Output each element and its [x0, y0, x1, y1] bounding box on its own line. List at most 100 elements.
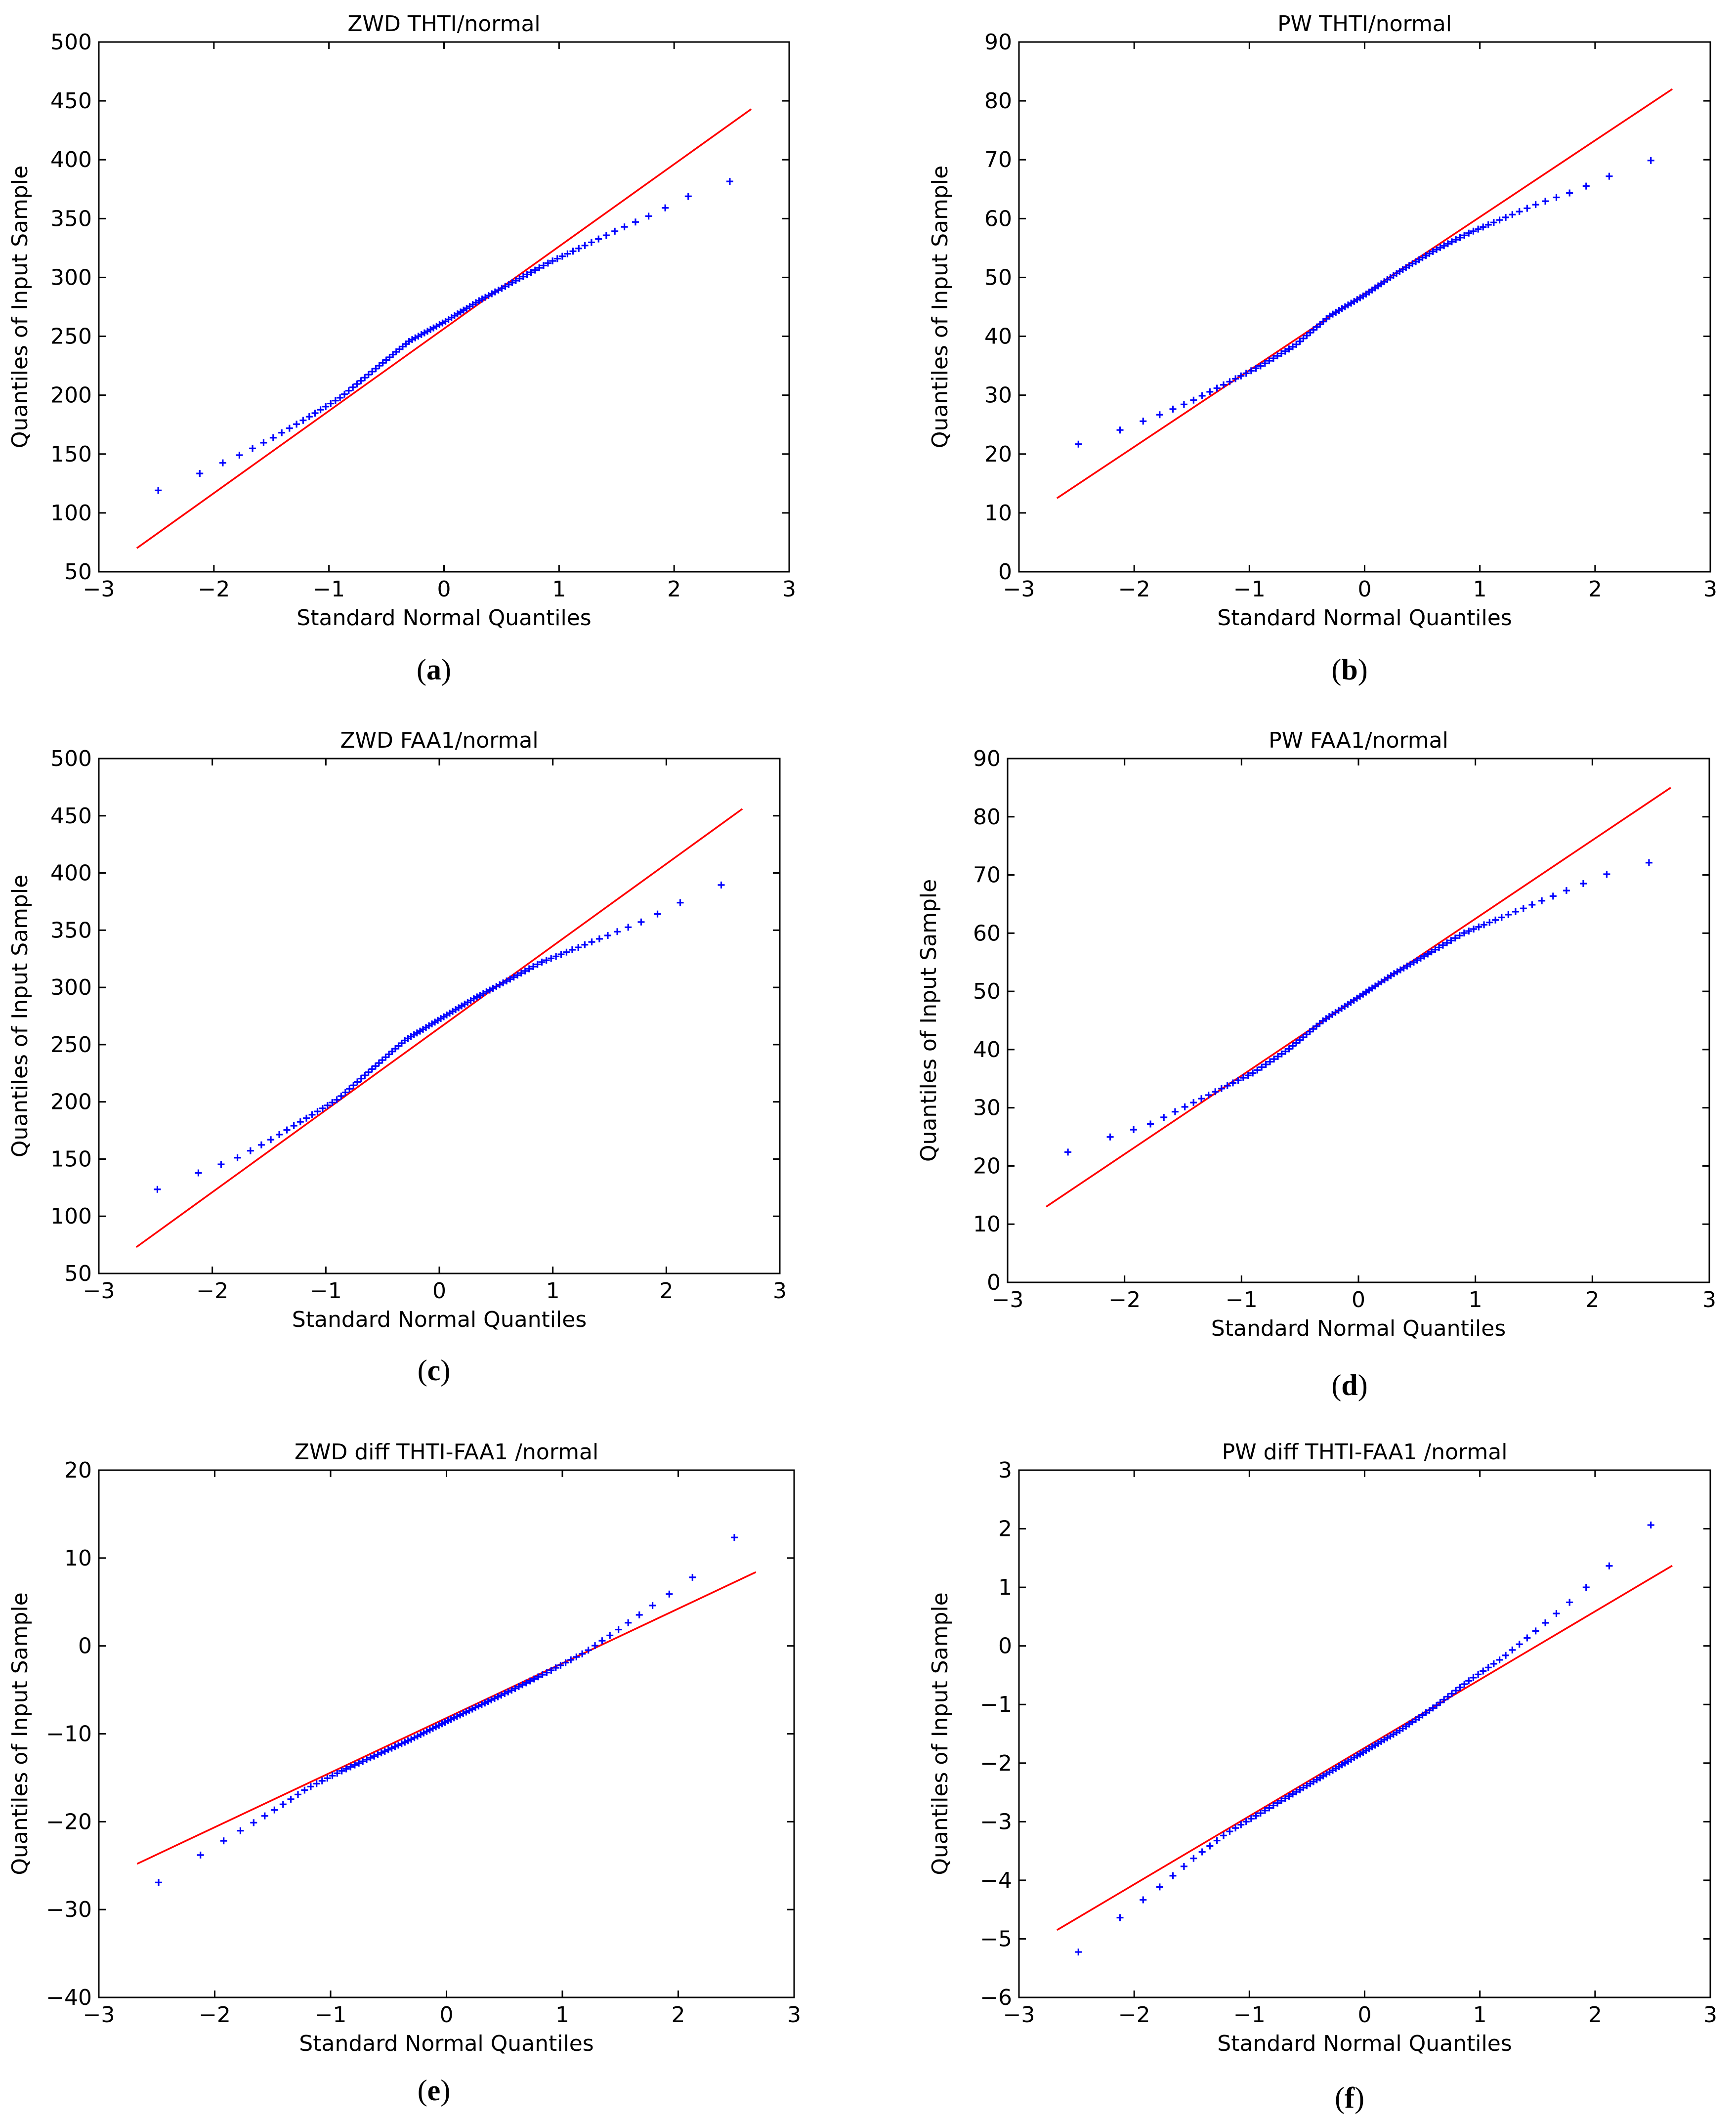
data-point	[354, 1078, 361, 1086]
data-point	[1553, 194, 1560, 201]
data-point	[1293, 1788, 1300, 1796]
data-point	[1169, 1872, 1177, 1879]
x-tick-label: 1	[1473, 577, 1487, 602]
data-point	[269, 434, 277, 441]
data-point	[1171, 1108, 1179, 1115]
data-point	[1448, 238, 1455, 246]
x-tick-label: 0	[1358, 2002, 1372, 2028]
x-tick-label: −3	[1003, 577, 1035, 602]
data-point	[376, 362, 383, 370]
y-tick-label: 20	[984, 442, 1012, 467]
data-point	[1480, 223, 1487, 231]
data-point	[1496, 1656, 1503, 1663]
data-point	[247, 1147, 254, 1154]
data-point	[1274, 1053, 1281, 1060]
plot-frame	[1018, 41, 1711, 573]
data-point	[526, 1677, 534, 1685]
data-point	[305, 413, 313, 421]
data-point	[314, 1108, 321, 1115]
data-point	[500, 979, 507, 986]
data-point	[294, 1791, 301, 1798]
data-point	[219, 459, 226, 466]
data-point	[1461, 1681, 1468, 1688]
data-point	[271, 1806, 278, 1814]
y-tick-label: 30	[973, 1096, 1001, 1121]
data-point	[197, 1851, 204, 1859]
data-point	[317, 406, 324, 414]
data-point	[1647, 157, 1654, 164]
qq-plot-e: ZWD diff THTI-FAA1 /normal−3 −2 −1 0 1 2 3−40−…	[7, 1440, 801, 2107]
data-point	[517, 970, 525, 977]
data-point	[1289, 1790, 1296, 1798]
x-axis-label: Standard Normal Quantiles	[296, 605, 591, 631]
caption-paren-open: (	[418, 2074, 427, 2107]
data-point	[154, 1186, 161, 1193]
data-point	[1486, 919, 1493, 926]
data-point	[350, 1082, 357, 1089]
data-point	[505, 1688, 512, 1695]
data-point	[615, 1626, 622, 1633]
data-point	[318, 1777, 326, 1784]
data-point	[535, 1673, 542, 1681]
data-point	[598, 1637, 606, 1645]
y-tick-label: 450	[50, 88, 92, 114]
y-tick-label: 30	[984, 383, 1012, 408]
plot-frame	[98, 758, 781, 1274]
data-point	[217, 1161, 225, 1168]
data-point	[510, 974, 517, 981]
data-point	[357, 377, 365, 384]
data-point	[237, 1827, 244, 1834]
data-point	[731, 1534, 738, 1541]
data-point	[1429, 248, 1437, 255]
x-tick-label: 0	[440, 2002, 454, 2028]
data-point	[548, 1667, 555, 1674]
x-tick-label: 1	[1469, 1287, 1482, 1313]
data-point	[1206, 388, 1214, 395]
data-point	[1266, 1804, 1273, 1812]
data-point	[1484, 1664, 1492, 1671]
y-tick-label: 50	[64, 559, 92, 585]
panel-caption: (f)	[1335, 2081, 1364, 2114]
data-point	[549, 257, 556, 265]
data-point	[1274, 352, 1281, 360]
data-point	[1247, 367, 1255, 375]
y-tick-label: 0	[78, 1634, 92, 1659]
data-point	[1140, 418, 1147, 425]
data-point	[1213, 384, 1221, 392]
caption-paren-open: (	[1331, 1369, 1341, 1401]
data-point	[367, 1754, 374, 1762]
data-point	[345, 387, 352, 394]
data-point	[1226, 1828, 1233, 1835]
data-point	[1456, 1684, 1464, 1691]
y-tick-label: 1	[998, 1575, 1012, 1600]
data-point	[595, 935, 603, 942]
x-tick-label: 0	[1358, 577, 1372, 602]
data-point	[1293, 1039, 1300, 1047]
data-point	[250, 1819, 257, 1826]
data-point	[1502, 213, 1509, 221]
data-point	[531, 266, 539, 274]
caption-paren-open: (	[1335, 2081, 1345, 2114]
data-point	[1413, 957, 1421, 964]
data-point	[1436, 944, 1443, 951]
data-point	[249, 445, 256, 452]
data-point	[1437, 1699, 1444, 1706]
x-tick-label: 1	[552, 577, 566, 602]
data-point	[1566, 1599, 1573, 1606]
data-point	[1205, 1091, 1212, 1099]
y-axis-label: Quantiles of Input Sample	[7, 1592, 33, 1875]
x-tick-label: −2	[1118, 577, 1150, 602]
data-point	[726, 178, 733, 185]
data-point	[311, 410, 319, 417]
data-point	[1512, 908, 1519, 915]
data-point	[552, 1664, 559, 1672]
data-point	[1451, 934, 1459, 942]
data-point	[567, 1656, 575, 1663]
data-point	[391, 1743, 399, 1750]
data-point	[684, 193, 692, 200]
y-tick-label: 40	[984, 324, 1012, 349]
data-point	[575, 245, 583, 252]
data-point	[1470, 1674, 1477, 1681]
data-point	[1064, 1148, 1072, 1156]
